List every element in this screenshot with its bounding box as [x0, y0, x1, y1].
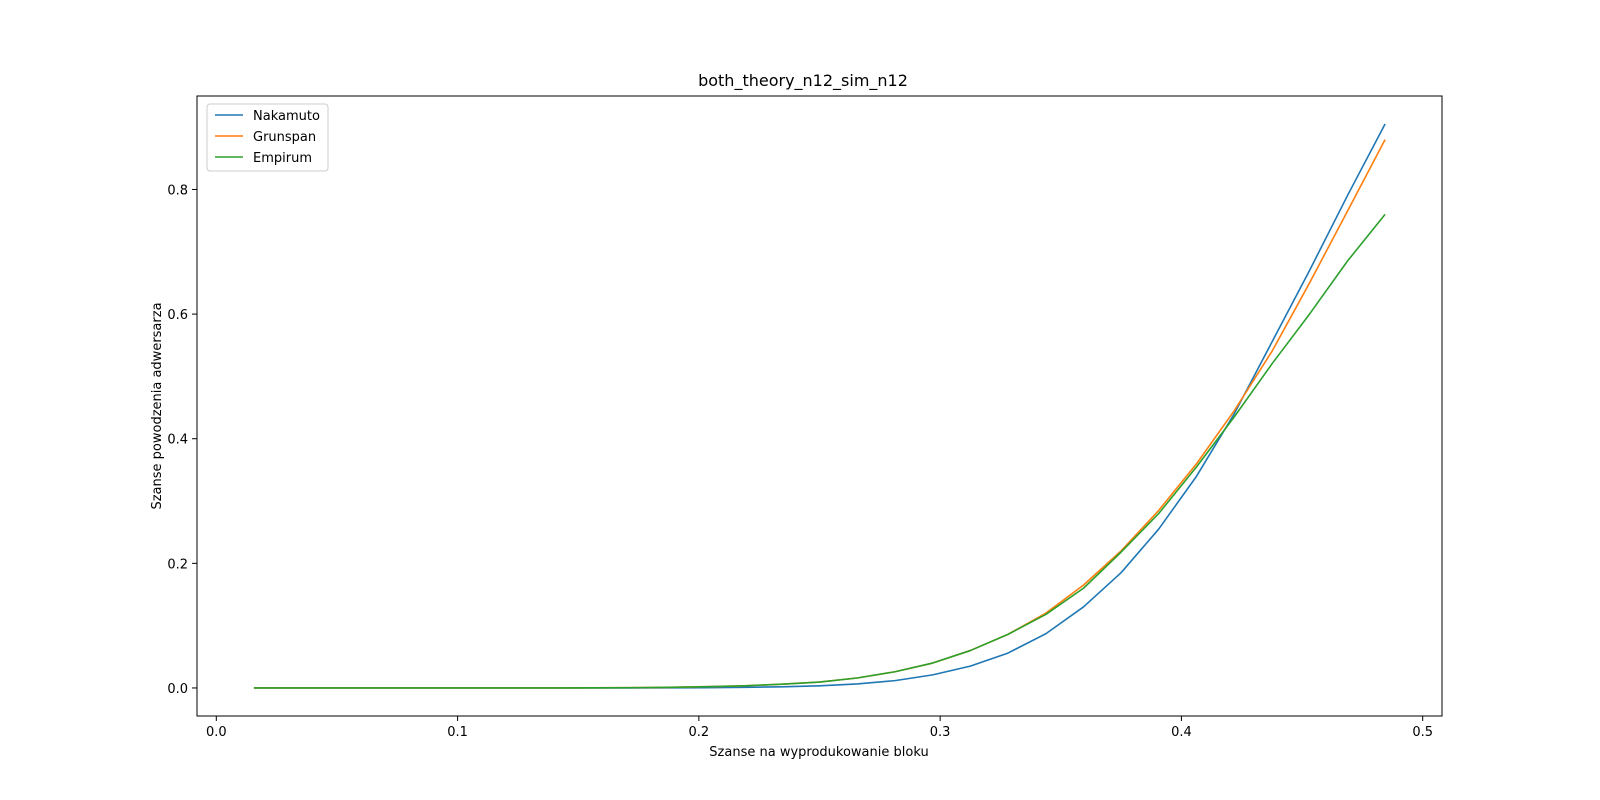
x-tick-label: 0.1: [447, 725, 468, 740]
y-tick-label: 0.4: [167, 433, 188, 448]
x-axis-label: Szanse na wyprodukowanie bloku: [709, 745, 928, 760]
legend-frame: [206, 103, 329, 172]
x-tick-label: 0.5: [1412, 725, 1433, 740]
chart-title: both_theory_n12_sim_n12: [698, 71, 908, 91]
legend: Nakamuto Grunspan Empirum: [206, 103, 329, 172]
y-tick-label: 0.2: [167, 557, 188, 572]
x-tick-label: 0.2: [689, 725, 710, 740]
x-tick-label: 0.4: [1171, 725, 1192, 740]
plot-frame: [196, 95, 1443, 717]
y-tick-label: 0.6: [167, 308, 188, 323]
series-line-empirum: [253, 213, 1386, 689]
x-tick-label: 0.3: [930, 725, 951, 740]
plot-area: [196, 95, 1443, 717]
series-layer: [253, 123, 1386, 689]
legend-label-nakamuto: Nakamuto: [253, 109, 320, 124]
y-tick-label: 0.0: [167, 682, 188, 697]
legend-label-empirum: Empirum: [253, 151, 312, 166]
x-tick-label: 0.0: [206, 725, 227, 740]
legend-label-grunspan: Grunspan: [253, 130, 316, 145]
y-axis: 0.0 0.2 0.4 0.6 0.8: [167, 183, 197, 697]
y-axis-label: Szanse powodzenia adwersarza: [150, 302, 165, 509]
y-tick-label: 0.8: [167, 183, 188, 198]
x-axis: 0.0 0.1 0.2 0.3 0.4 0.5: [206, 716, 1433, 740]
